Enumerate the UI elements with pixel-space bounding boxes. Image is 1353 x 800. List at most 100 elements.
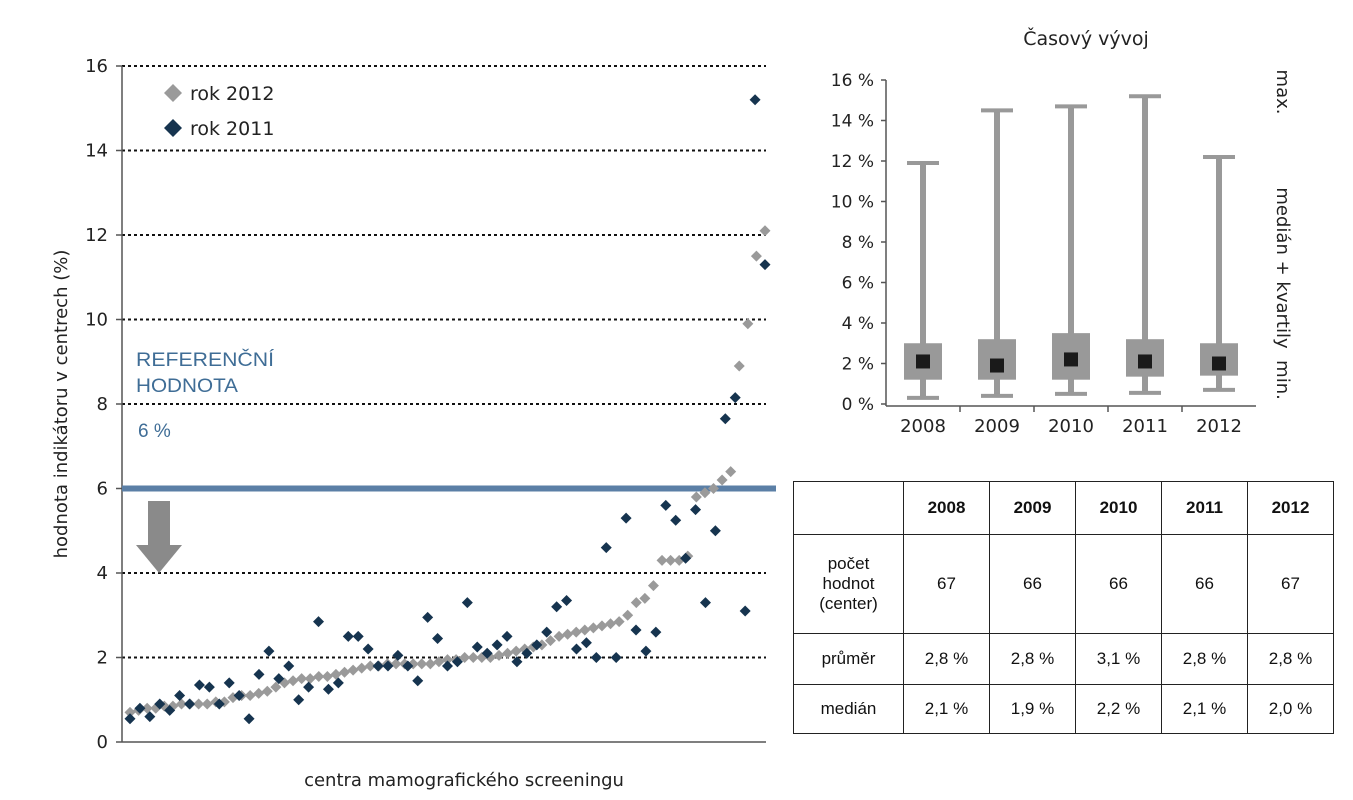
table-cell: 66	[989, 534, 1076, 634]
boxplot-marks	[904, 94, 1238, 400]
point-2012	[596, 620, 608, 632]
point-2011	[233, 690, 245, 702]
point-2012	[725, 466, 737, 478]
point-2012	[742, 318, 754, 330]
table-row: počet hodnot (center) 67 66 66 66 67	[793, 534, 1334, 634]
point-2012	[424, 658, 436, 670]
label-median-quartiles: medián + kvartily	[1272, 187, 1293, 349]
point-2012	[733, 360, 745, 372]
point-2011	[313, 616, 325, 628]
boxplot-title: Časový vývoj	[1023, 26, 1149, 50]
row-label-mean: průměr	[793, 633, 904, 685]
point-2011	[511, 656, 523, 668]
point-2012	[510, 645, 522, 657]
boxplot-y-tick-label: 0 %	[842, 395, 874, 415]
row-label-count: počet hodnot (center)	[793, 534, 904, 634]
point-2012	[587, 622, 599, 634]
point-2012	[296, 673, 308, 685]
point-2012	[321, 671, 333, 683]
table-cell: 2,0 %	[1247, 684, 1334, 734]
boxplot-x-label: 2012	[1196, 416, 1242, 437]
y-tick-label: 16	[85, 56, 108, 77]
y-tick-label: 12	[85, 225, 108, 246]
row-label-median: medián	[793, 684, 904, 734]
boxplot-x-labels: 2008 2009 2010 2011 2012	[900, 406, 1242, 437]
data-points	[124, 94, 771, 725]
point-2011	[739, 605, 751, 617]
y-tick-label: 0	[97, 732, 108, 753]
point-2012	[339, 666, 351, 678]
table-cell: 67	[1247, 534, 1334, 634]
point-2011	[749, 94, 761, 106]
point-2011	[491, 639, 503, 651]
point-2012	[467, 652, 479, 663]
table-cell: 2,1 %	[1161, 684, 1248, 734]
point-2012	[639, 592, 651, 604]
point-2012	[708, 483, 720, 494]
y-tick-label: 2	[97, 648, 108, 669]
point-2012	[364, 660, 376, 672]
y-tick-label: 10	[85, 310, 108, 331]
table-cell: 2,8 %	[1247, 633, 1334, 685]
point-2012	[141, 702, 153, 714]
median-marker	[916, 354, 930, 369]
point-2011	[541, 626, 553, 638]
point-2011	[213, 698, 225, 710]
boxplot-y-tick-label: 2 %	[842, 355, 874, 375]
point-2011	[303, 681, 315, 693]
point-2012	[244, 690, 256, 702]
point-2011	[551, 601, 563, 613]
boxplot-x-label: 2010	[1048, 416, 1094, 437]
point-2012	[416, 658, 428, 670]
point-2011	[184, 698, 196, 710]
y-tick-label: 6	[97, 479, 108, 500]
reference-line	[122, 485, 776, 492]
row-label-line: počet	[827, 554, 870, 573]
point-2012	[493, 649, 505, 661]
table-cell: 2,1 %	[903, 684, 990, 734]
point-2011	[273, 673, 285, 685]
table-header-cell: 2009	[989, 481, 1076, 535]
point-2011	[322, 683, 334, 695]
point-2012	[330, 668, 342, 680]
boxplot-y-tick-label: 14 %	[831, 112, 874, 132]
point-2011	[174, 690, 186, 702]
scatter-chart: 0 2 4 6 8 10 12 14 16 REFERENČNÍ HODNOTA 6 % rok…	[51, 56, 776, 791]
reference-label-line2: HODNOTA	[136, 376, 238, 397]
point-2012	[716, 474, 728, 486]
point-2011	[709, 525, 721, 537]
point-2011	[650, 626, 662, 638]
point-2012	[502, 647, 514, 659]
point-2011	[263, 645, 275, 657]
point-2012	[562, 628, 574, 640]
table-header-cell: 2010	[1075, 481, 1162, 535]
x-axis-label: centra mamografického screeningu	[304, 770, 624, 791]
label-min: min.	[1272, 360, 1293, 400]
point-2011	[759, 259, 771, 271]
point-2011	[144, 711, 156, 723]
point-2012	[201, 698, 213, 710]
table-row: průměr 2,8 % 2,8 % 3,1 % 2,8 % 2,8 %	[793, 633, 1334, 685]
table-corner-cell	[793, 481, 904, 535]
point-2012	[665, 554, 677, 566]
point-2011	[521, 647, 533, 659]
point-2012	[433, 656, 445, 668]
point-2012	[579, 624, 591, 636]
point-2012	[304, 673, 316, 685]
point-2011	[620, 512, 632, 524]
y-axis-label: hodnota indikátoru v centrech (%)	[51, 250, 72, 559]
point-2011	[293, 694, 305, 706]
point-2011	[729, 392, 741, 404]
y-tick-label: 14	[85, 141, 108, 162]
point-2011	[223, 677, 235, 689]
y-tick-label: 8	[97, 394, 108, 415]
table-header-cell: 2012	[1247, 481, 1334, 535]
point-2011	[471, 641, 483, 653]
point-2012	[313, 671, 325, 683]
boxplot-y-tick-label: 8 %	[842, 233, 874, 253]
point-2012	[175, 698, 187, 710]
reference-label-value: 6 %	[138, 421, 171, 442]
point-2012	[193, 698, 205, 710]
table-header-row: 2008 2009 2010 2011 2012	[793, 481, 1334, 535]
table-cell: 66	[1075, 534, 1162, 634]
